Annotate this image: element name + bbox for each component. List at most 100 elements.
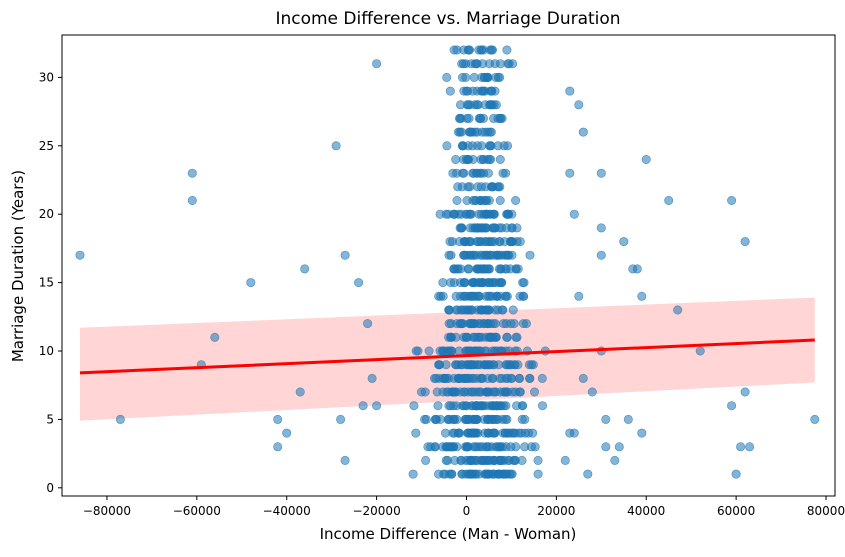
data-point	[498, 305, 508, 315]
data-point	[473, 442, 483, 452]
data-point	[601, 414, 611, 424]
data-point	[514, 373, 524, 383]
data-point	[476, 168, 486, 178]
data-point	[488, 401, 498, 411]
data-point	[508, 428, 518, 438]
data-point	[75, 250, 85, 260]
data-point	[483, 264, 493, 274]
data-point	[578, 127, 588, 137]
data-point	[530, 442, 540, 452]
data-point	[515, 237, 525, 247]
data-point	[462, 209, 472, 219]
data-point	[470, 59, 480, 69]
data-point	[443, 455, 453, 465]
chart-title: Income Difference vs. Marriage Duration	[275, 9, 620, 29]
data-point	[509, 319, 519, 329]
data-point	[445, 86, 455, 96]
data-point	[455, 319, 465, 329]
data-point	[475, 237, 485, 247]
data-point	[452, 196, 462, 206]
data-point	[454, 346, 464, 356]
data-point	[331, 141, 341, 151]
data-point	[495, 237, 505, 247]
data-point	[295, 387, 305, 397]
data-point	[495, 196, 505, 206]
data-point	[537, 401, 547, 411]
x-tick-label: −60000	[173, 504, 221, 518]
data-point	[498, 469, 508, 479]
data-point	[528, 360, 538, 370]
data-point	[409, 401, 419, 411]
data-point	[493, 72, 503, 82]
data-point	[477, 141, 487, 151]
data-point	[497, 373, 507, 383]
data-point	[457, 469, 467, 479]
data-point	[560, 455, 570, 465]
data-point	[490, 387, 500, 397]
data-point	[477, 127, 487, 137]
data-point	[465, 360, 475, 370]
data-point	[484, 141, 494, 151]
x-tick-label: −40000	[263, 504, 311, 518]
data-point	[485, 100, 495, 110]
data-point	[484, 332, 494, 342]
data-point	[487, 237, 497, 247]
data-point	[466, 250, 476, 260]
data-point	[637, 291, 647, 301]
data-point	[273, 414, 283, 424]
data-point	[515, 387, 525, 397]
data-point	[478, 455, 488, 465]
data-point	[587, 387, 597, 397]
data-point	[525, 250, 535, 260]
data-point	[565, 168, 575, 178]
data-point	[444, 401, 454, 411]
data-point	[511, 196, 521, 206]
data-point	[521, 319, 531, 329]
data-point	[529, 387, 539, 397]
data-point	[502, 45, 512, 55]
data-point	[452, 45, 462, 55]
data-point	[533, 469, 543, 479]
data-point	[455, 113, 465, 123]
data-point	[487, 45, 497, 55]
data-point	[740, 387, 750, 397]
data-point	[488, 428, 498, 438]
data-point	[453, 264, 463, 274]
data-point	[493, 141, 503, 151]
data-point	[478, 45, 488, 55]
data-point	[300, 264, 310, 274]
data-point	[471, 414, 481, 424]
data-point	[447, 469, 457, 479]
data-point	[498, 168, 508, 178]
data-point	[451, 332, 461, 342]
data-point	[533, 455, 543, 465]
data-point	[495, 155, 505, 165]
data-point	[459, 291, 469, 301]
data-point	[354, 278, 364, 288]
data-point	[449, 387, 459, 397]
data-point	[641, 155, 651, 165]
confidence-band-layer	[79, 297, 815, 421]
data-point	[441, 209, 451, 219]
data-point	[467, 291, 477, 301]
data-point	[452, 168, 462, 178]
data-point	[463, 182, 473, 192]
y-axis-ticks: 0 5 10 15 20 25 30	[39, 70, 62, 495]
data-point	[455, 223, 465, 233]
data-point	[664, 196, 674, 206]
x-tick-label: −20000	[352, 504, 400, 518]
data-point	[446, 319, 456, 329]
x-tick-label: 60000	[717, 504, 755, 518]
data-point	[520, 442, 530, 452]
regression-line	[79, 338, 815, 375]
data-point	[444, 305, 454, 315]
data-point	[596, 168, 606, 178]
data-point	[489, 455, 499, 465]
data-point	[569, 209, 579, 219]
data-point	[565, 428, 575, 438]
data-point	[745, 442, 755, 452]
data-point	[273, 442, 283, 452]
data-point	[673, 305, 683, 315]
data-point	[476, 155, 486, 165]
data-point	[516, 428, 526, 438]
